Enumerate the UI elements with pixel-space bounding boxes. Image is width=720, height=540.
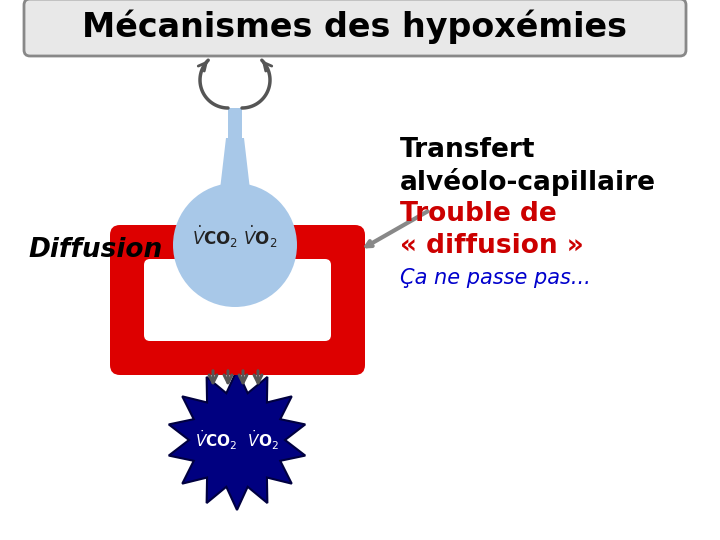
FancyBboxPatch shape	[110, 225, 365, 375]
Text: « diffusion »: « diffusion »	[400, 233, 584, 259]
Polygon shape	[219, 138, 251, 198]
Text: Mécanismes des hypoxémies: Mécanismes des hypoxémies	[83, 10, 628, 44]
Polygon shape	[168, 370, 305, 510]
Polygon shape	[228, 108, 242, 138]
Text: alvéolo-capillaire: alvéolo-capillaire	[400, 168, 656, 196]
Text: Trouble de: Trouble de	[400, 201, 557, 227]
Circle shape	[173, 183, 297, 307]
Text: $\dot{V}$CO$_2$ $\dot{V}$O$_2$: $\dot{V}$CO$_2$ $\dot{V}$O$_2$	[192, 224, 278, 250]
Text: $\dot{V}$CO$_2$  $\dot{V}$O$_2$: $\dot{V}$CO$_2$ $\dot{V}$O$_2$	[195, 428, 279, 452]
Text: Diffusion: Diffusion	[28, 237, 162, 263]
Text: Ça ne passe pas...: Ça ne passe pas...	[400, 268, 590, 288]
FancyBboxPatch shape	[24, 0, 686, 56]
FancyBboxPatch shape	[144, 259, 331, 341]
Text: Transfert: Transfert	[400, 137, 536, 163]
